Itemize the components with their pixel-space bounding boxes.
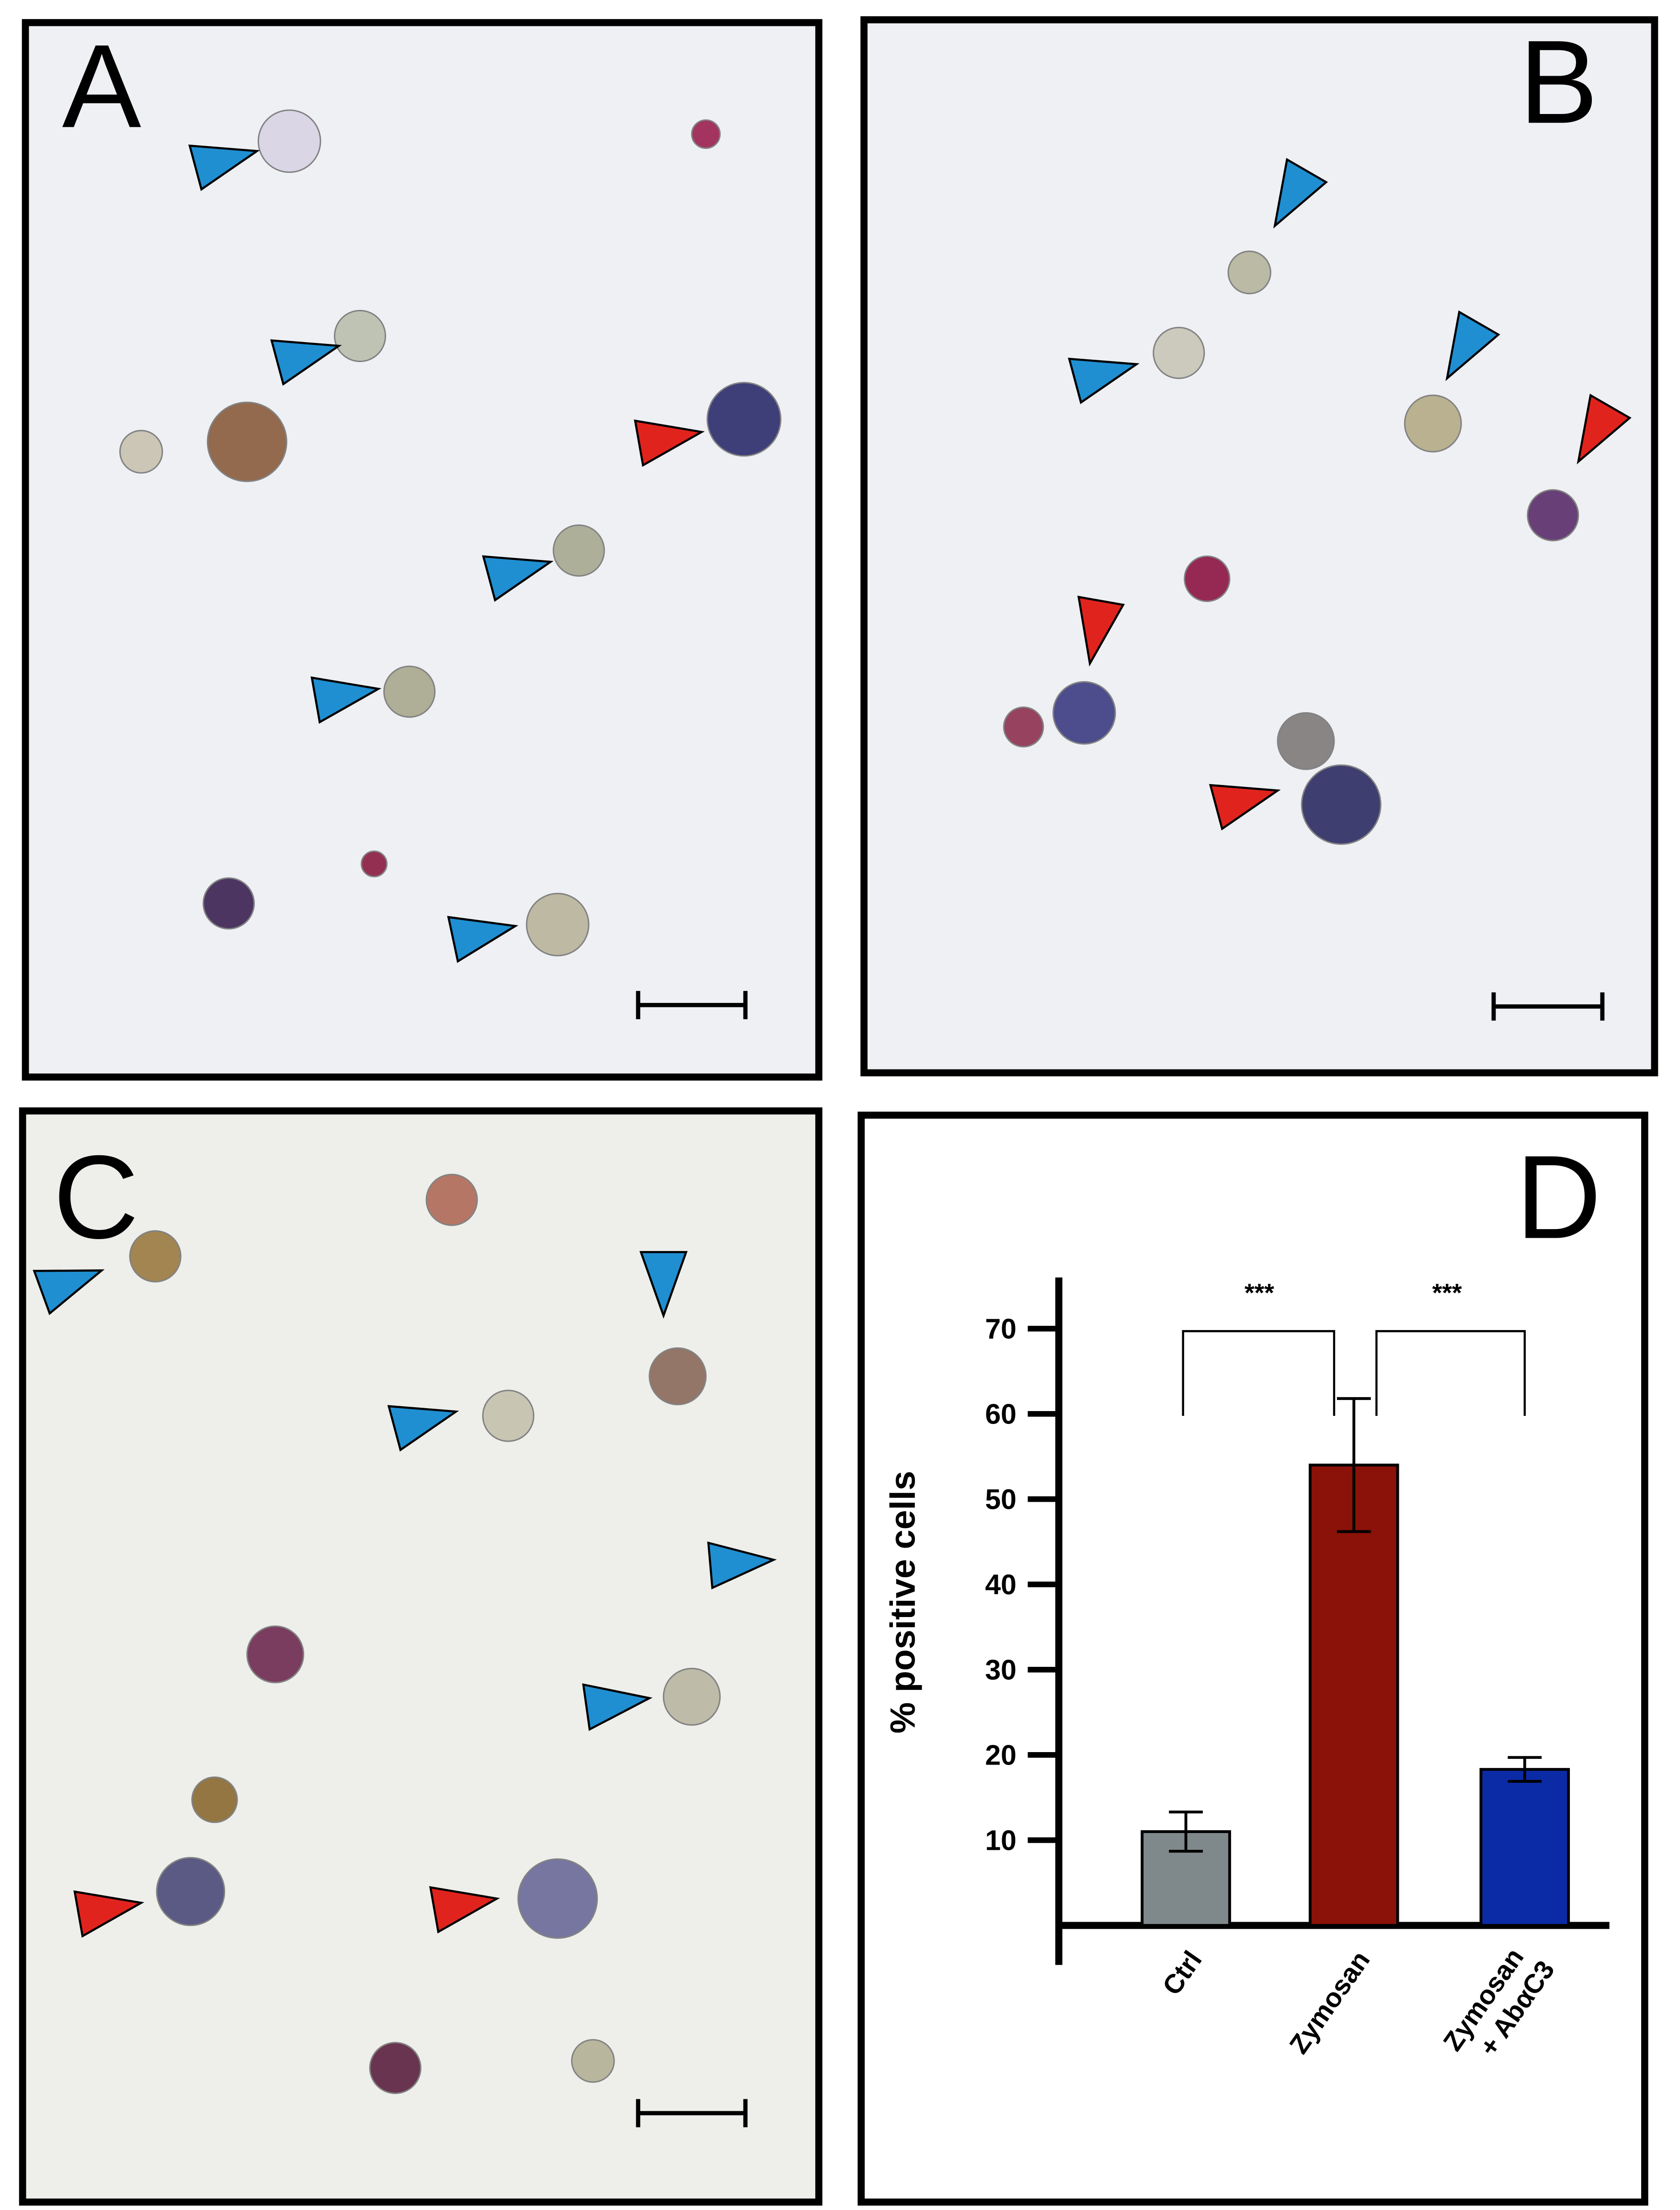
y-tick-label: 40 (985, 1570, 1017, 1601)
bar (1308, 1463, 1399, 1927)
significance-label: *** (1245, 1279, 1274, 1307)
arrowhead (447, 916, 519, 963)
cell (360, 850, 388, 877)
cell (383, 665, 436, 718)
panel-d-frame (857, 1111, 1648, 2206)
cell (425, 1173, 478, 1226)
error-bar (1337, 1397, 1371, 1533)
cell (663, 1667, 721, 1726)
panel-a-frame (22, 19, 823, 1081)
arrowhead (429, 1886, 500, 1934)
scale-bar (636, 991, 748, 1019)
significance-label: *** (1432, 1279, 1462, 1307)
arrowhead (387, 1405, 459, 1452)
error-bar (1508, 1756, 1542, 1783)
cell (206, 401, 287, 482)
arrowhead (1577, 393, 1632, 465)
y-tick-label: 60 (985, 1399, 1017, 1430)
panel-label: A (62, 20, 141, 152)
arrowhead (1077, 595, 1125, 667)
arrowhead (482, 555, 554, 602)
arrowhead (707, 1541, 777, 1590)
cell (649, 1347, 707, 1405)
panel-label: C (53, 1131, 139, 1264)
cell (369, 2041, 422, 2095)
cell (257, 109, 321, 173)
arrowhead (582, 1683, 653, 1731)
cell (333, 309, 387, 362)
arrowhead (270, 339, 342, 386)
cell (119, 430, 163, 474)
arrowhead (639, 1251, 688, 1319)
arrowhead (1445, 310, 1500, 381)
y-tick-label: 30 (985, 1654, 1017, 1686)
arrowhead (188, 144, 260, 191)
arrowhead (634, 419, 705, 467)
cell (552, 524, 605, 577)
panel-c-frame (19, 1107, 823, 2206)
y-tick-label: 10 (985, 1825, 1017, 1856)
cell (1184, 555, 1231, 602)
cell (191, 1776, 238, 1823)
bar (1479, 1768, 1570, 1927)
micrographs (19, 16, 1658, 2206)
significance-bracket (1375, 1330, 1526, 1416)
arrowhead (1209, 784, 1281, 831)
cell (129, 1230, 182, 1283)
cell (482, 1390, 535, 1442)
arrowhead (73, 1890, 145, 1938)
cell (1301, 764, 1382, 845)
scale-bar (636, 2099, 748, 2128)
panel-label: B (1519, 16, 1598, 148)
arrowhead (33, 1269, 105, 1315)
scale-bar (1491, 992, 1605, 1021)
cell (1277, 712, 1335, 770)
error-bar (1169, 1811, 1203, 1853)
y-tick-label: 50 (985, 1484, 1017, 1515)
cell (246, 1625, 305, 1684)
arrowhead (1068, 357, 1140, 404)
panel-b-frame (860, 16, 1658, 1077)
cell (1527, 489, 1579, 542)
cell (1153, 327, 1205, 379)
cell (707, 382, 782, 457)
y-axis-label: % positive cells (883, 1471, 923, 1734)
y-tick-label: 70 (985, 1314, 1017, 1345)
cell (156, 1857, 226, 1926)
significance-bracket (1182, 1330, 1336, 1416)
y-tick-label: 20 (985, 1740, 1017, 1771)
cell (1003, 706, 1044, 748)
arrowhead (310, 676, 382, 724)
cell (526, 893, 590, 957)
arrowhead (1273, 158, 1328, 229)
cell (1052, 681, 1116, 745)
cell (691, 119, 721, 149)
cell (571, 2039, 615, 2083)
cell (1227, 251, 1271, 295)
panel-label: D (1516, 1131, 1601, 1264)
cell (202, 877, 255, 930)
cell (1404, 394, 1462, 453)
cell (517, 1858, 598, 1939)
